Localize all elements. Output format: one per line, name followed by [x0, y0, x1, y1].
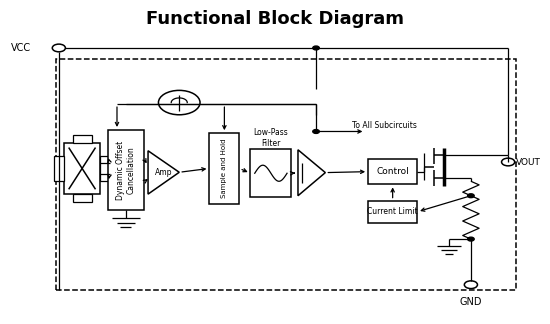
Bar — [73, 135, 92, 143]
Bar — [100, 156, 110, 181]
Text: Current Limit: Current Limit — [367, 207, 418, 216]
Text: Sample and Hold: Sample and Hold — [222, 139, 227, 198]
Bar — [56, 59, 516, 291]
Bar — [64, 143, 100, 194]
Text: Functional Block Diagram: Functional Block Diagram — [146, 10, 404, 28]
Bar — [368, 159, 417, 184]
Bar — [250, 149, 292, 197]
Text: Control: Control — [376, 167, 409, 176]
Text: VCC: VCC — [12, 43, 31, 53]
Text: Dynamic Offset
Cancellation: Dynamic Offset Cancellation — [116, 140, 136, 200]
Bar — [54, 156, 64, 181]
Bar — [368, 201, 417, 223]
Bar — [210, 133, 239, 204]
Text: To All Subcircuits: To All Subcircuits — [351, 121, 416, 130]
Text: GND: GND — [460, 297, 482, 307]
Text: VOUT: VOUT — [516, 157, 541, 167]
Text: Low-Pass
Filter: Low-Pass Filter — [254, 128, 288, 148]
Circle shape — [468, 237, 474, 241]
Circle shape — [313, 46, 320, 50]
Bar — [73, 194, 92, 202]
Bar — [108, 130, 144, 210]
Circle shape — [313, 130, 320, 133]
Circle shape — [468, 194, 474, 198]
Text: Amp: Amp — [155, 168, 172, 177]
